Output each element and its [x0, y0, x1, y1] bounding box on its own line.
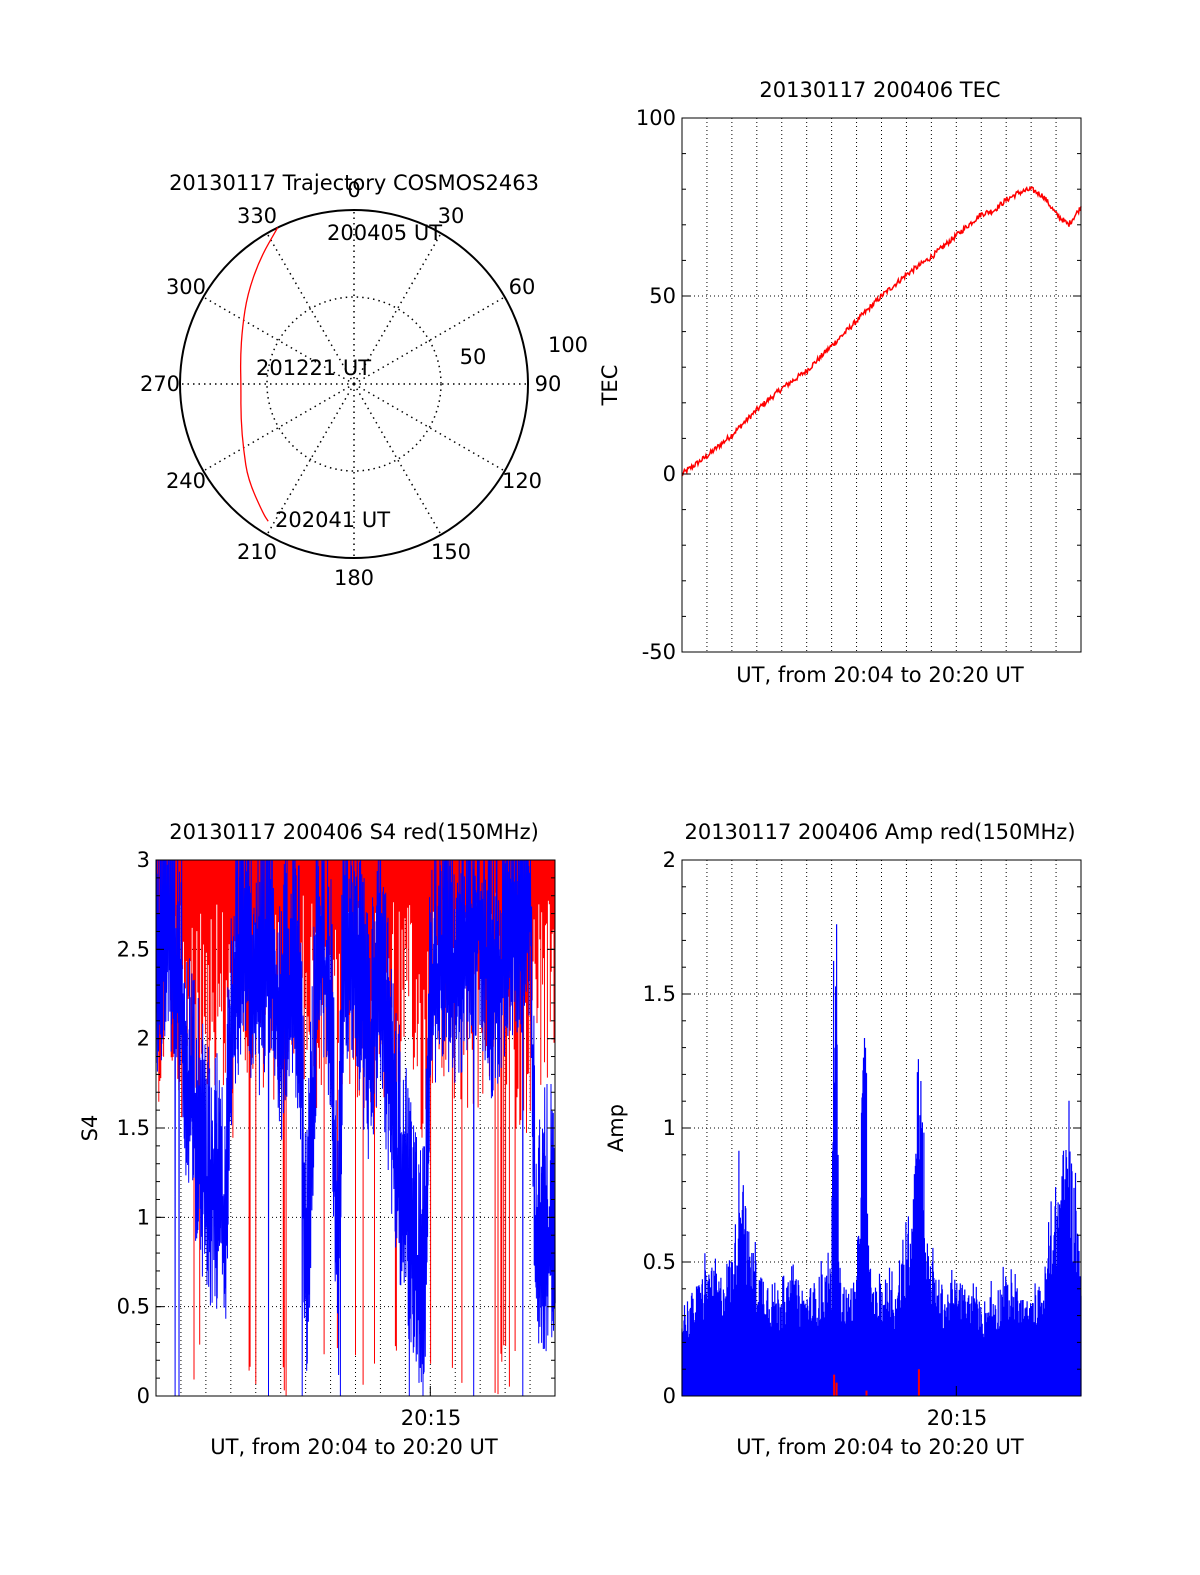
amp-ylabel: Amp [604, 1104, 628, 1152]
tec-xlabel: UT, from 20:04 to 20:20 UT [736, 663, 1024, 687]
amp-red-trace [833, 1369, 920, 1396]
tec-panel: 20130117 200406 TEC -50 0 50 100 TEC UT, fr… [598, 78, 1082, 687]
amp-xtick-label: 20:15 [927, 1406, 988, 1430]
amp-y-ticks: 0 0.5 1 1.5 2 [643, 848, 1081, 1408]
s4-blue-series [155, 859, 556, 1397]
polar-angle-label-180: 180 [334, 566, 374, 590]
polar-spoke-240 [202, 383, 355, 472]
polar-spoke-330 [266, 232, 355, 385]
s4-xtick-label: 20:15 [401, 1406, 462, 1430]
tec-ylabel: TEC [598, 365, 622, 407]
polar-outer-circle [179, 209, 529, 559]
s4-ytick-label-4: 2 [137, 1027, 150, 1051]
tec-ytick-label-2: 50 [649, 284, 676, 308]
polar-grid [180, 210, 528, 558]
polar-angle-label-270: 270 [140, 372, 180, 396]
polar-trajectory-line [239, 227, 279, 522]
s4-blue-trace [155, 859, 556, 1397]
s4-ytick-label-1: 0.5 [117, 1295, 150, 1319]
amp-panel: 20130117 200406 Amp red(150MHz) 0 0.5 1 1.5… [604, 820, 1082, 1459]
amp-ytick-label-0: 0 [663, 1384, 676, 1408]
polar-title: 20130117 Trajectory COSMOS2463 [169, 171, 539, 195]
polar-angle-label-30: 30 [438, 204, 465, 228]
polar-spoke-150 [353, 383, 442, 536]
polar-angle-label-210: 210 [237, 540, 277, 564]
polar-angle-label-150: 150 [431, 540, 471, 564]
polar-angle-label-120: 120 [502, 469, 542, 493]
s4-ytick-label-6: 3 [137, 848, 150, 872]
polar-annotation-start: 200405 UT [327, 221, 442, 245]
amp-ytick-label-3: 1.5 [643, 982, 676, 1006]
amp-red-series [833, 1369, 920, 1396]
s4-title: 20130117 200406 S4 red(150MHz) [169, 820, 539, 844]
polar-angle-label-240: 240 [166, 469, 206, 493]
tec-ytick-label-0: -50 [642, 640, 676, 664]
s4-ytick-label-2: 1 [137, 1205, 150, 1229]
polar-angle-label-330: 330 [237, 204, 277, 228]
polar-spoke-210 [266, 383, 355, 536]
polar-radius-label-50: 50 [460, 345, 487, 369]
tec-series-line [681, 185, 1082, 477]
s4-y-ticks: 0 0.5 1 1.5 2 2.5 3 [117, 848, 555, 1408]
amp-title: 20130117 200406 Amp red(150MHz) [684, 820, 1075, 844]
polar-angle-label-90: 90 [535, 372, 562, 396]
amp-ytick-label-4: 2 [663, 848, 676, 872]
amp-grid [682, 860, 1081, 1396]
polar-ring-50 [266, 296, 442, 472]
polar-annotation-end: 202041 UT [275, 508, 390, 532]
tec-y-ticks: -50 0 50 100 [636, 106, 1081, 664]
polar-panel: 20130117 Trajectory COSMOS2463 0 30 60 90 12… [140, 171, 588, 590]
s4-ylabel: S4 [78, 1115, 102, 1142]
tec-grid [682, 118, 1081, 652]
s4-ytick-label-3: 1.5 [117, 1116, 150, 1140]
tec-plot-frame [681, 117, 1082, 653]
polar-spoke-60 [353, 296, 506, 385]
polar-angle-label-0: 0 [347, 178, 360, 202]
amp-ytick-label-1: 0.5 [643, 1250, 676, 1274]
tec-title: 20130117 200406 TEC [759, 78, 1000, 102]
tec-ytick-label-3: 100 [636, 106, 676, 130]
polar-angle-label-300: 300 [166, 275, 206, 299]
polar-spoke-120 [353, 383, 506, 472]
polar-radius-label-100: 100 [548, 333, 588, 357]
amp-ytick-label-2: 1 [663, 1116, 676, 1140]
polar-spoke-300 [202, 296, 355, 385]
polar-angle-labels: 0 30 60 90 120 150 180 210 240 270 300 330 [140, 178, 561, 590]
tec-ytick-label-1: 0 [663, 462, 676, 486]
amp-xlabel: UT, from 20:04 to 20:20 UT [736, 1435, 1024, 1459]
polar-spoke-30 [353, 232, 442, 385]
polar-annotation-mid: 201221 UT [256, 356, 371, 380]
polar-angle-label-60: 60 [509, 275, 536, 299]
s4-xlabel: UT, from 20:04 to 20:20 UT [210, 1435, 498, 1459]
s4-ytick-label-0: 0 [137, 1384, 150, 1408]
s4-panel: 20130117 200406 S4 red(150MHz) 0 0.5 1 1.5 2… [78, 820, 556, 1459]
s4-ytick-label-5: 2.5 [117, 937, 150, 961]
